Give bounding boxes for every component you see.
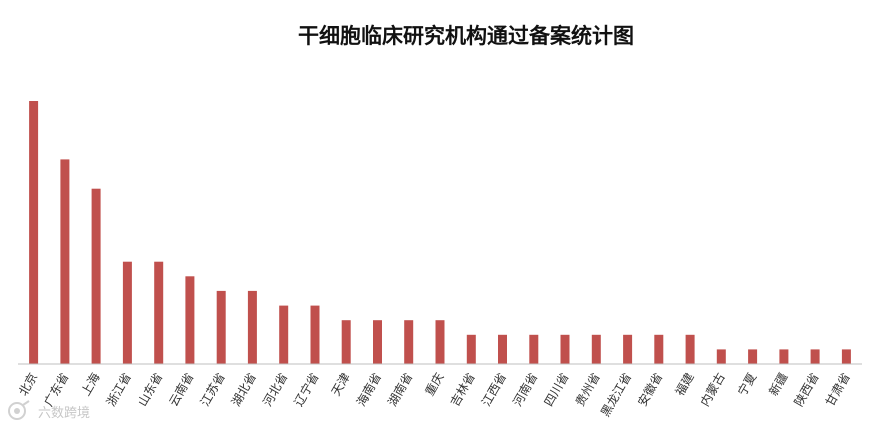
bar-16 [529,334,539,364]
x-tick-labels: 北京 广东省 上海 浙江省 山东省 云南省 江苏省 湖北省 河北省 辽宁省 天津 海南省 湖南省 重庆 吉林… [16,370,853,419]
bars-group [29,101,851,364]
x-tick-label-0: 北京 [16,371,40,399]
chart-title: 干细胞临床研究机构通过备案统计图 [298,24,634,48]
bar-23 [748,349,758,364]
bar-25 [810,349,820,364]
bar-21 [685,334,695,364]
bar-6 [216,290,226,364]
bar-20 [654,334,664,364]
x-tick-label-14: 吉林省 [448,371,478,409]
x-tick-label-24: 新疆 [765,370,790,398]
bar-9 [310,305,320,364]
x-tick-label-13: 重庆 [422,371,446,399]
x-tick-label-5: 云南省 [165,370,196,409]
x-tick-label-1: 广东省 [41,371,71,409]
x-tick-label-9: 辽宁省 [291,370,322,409]
x-tick-label-17: 四川省 [541,371,571,409]
x-tick-label-22: 内蒙古 [697,370,728,409]
x-tick-label-7: 湖北省 [228,370,259,409]
bar-17 [560,334,570,364]
bar-12 [404,320,414,364]
bar-13 [435,320,445,364]
bar-3 [122,261,132,364]
bar-22 [716,349,726,364]
x-tick-label-8: 河北省 [260,371,290,409]
bar-18 [591,334,601,364]
x-tick-label-19: 黑龙江省 [598,371,634,420]
bar-26 [841,349,851,364]
bar-14 [466,334,476,364]
bar-1 [60,159,70,364]
bar-5 [185,276,195,364]
watermark: 六数跨境 [8,400,90,421]
bar-2 [91,188,101,364]
bar-10 [341,320,351,364]
x-tick-label-15: 江西省 [479,371,509,409]
x-tick-label-12: 湖南省 [384,370,415,409]
bar-4 [154,261,164,364]
x-tick-label-2: 上海 [78,370,103,398]
x-tick-label-26: 甘肃省 [823,371,853,409]
bar-11 [373,320,382,364]
x-tick-label-18: 贵州省 [573,371,603,409]
x-tick-label-23: 宁夏 [734,370,759,398]
x-tick-label-11: 海南省 [353,370,384,409]
x-tick-label-20: 安徽省 [634,370,665,409]
x-tick-label-16: 河南省 [509,370,540,409]
logo-icon [8,400,30,420]
x-tick-label-25: 陕西省 [791,370,822,409]
x-tick-label-4: 山东省 [135,371,165,409]
bar-24 [779,349,789,364]
x-tick-label-6: 江苏省 [198,371,228,409]
x-tick-label-3: 浙江省 [104,371,134,409]
bar-7 [247,290,257,364]
bar-15 [498,334,507,364]
x-tick-label-21: 福建 [672,370,697,398]
bar-19 [623,334,633,364]
x-tick-label-10: 天津 [329,371,353,399]
bar-8 [279,305,289,364]
bar-0 [29,101,39,364]
watermark-text: 六数跨境 [38,406,90,421]
